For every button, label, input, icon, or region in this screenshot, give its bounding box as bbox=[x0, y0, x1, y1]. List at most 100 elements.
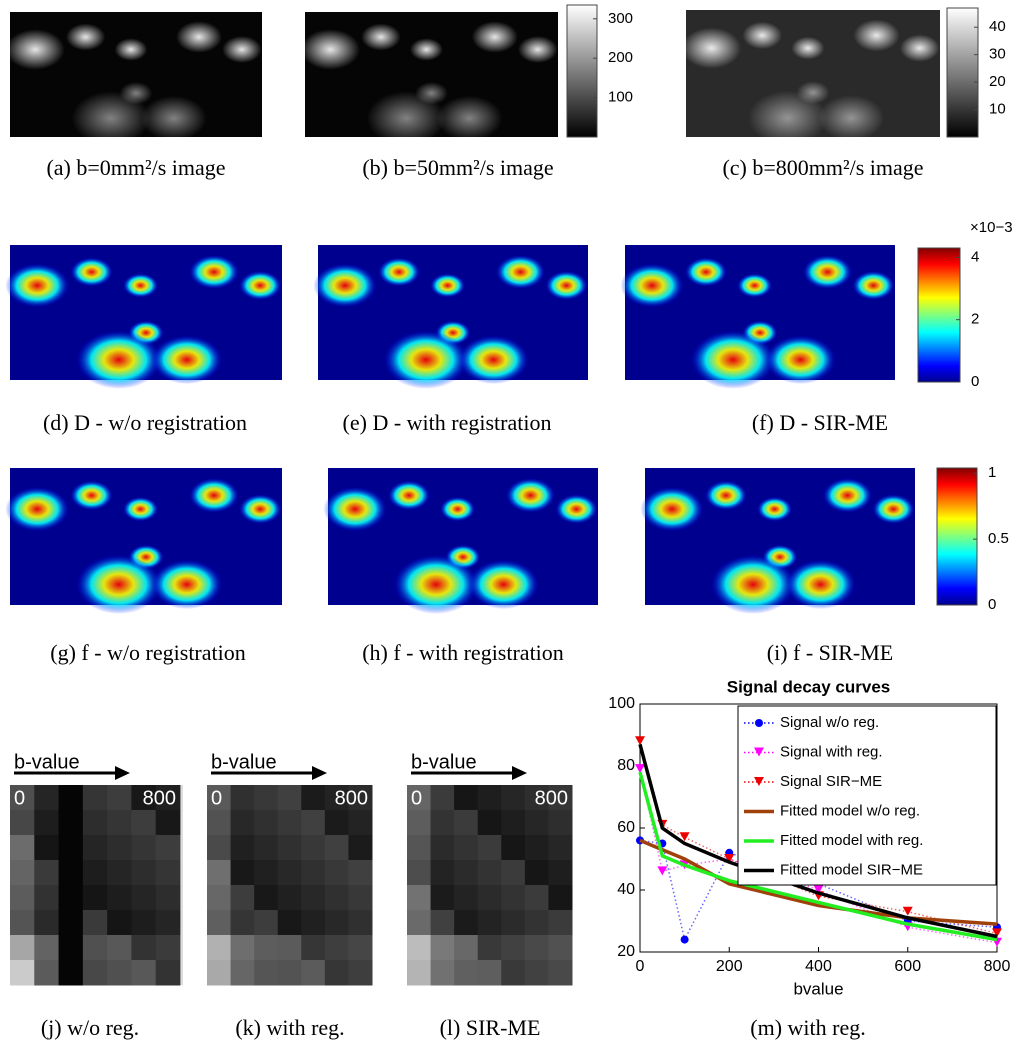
pixel bbox=[230, 785, 255, 811]
caption: (g) f - w/o registration bbox=[50, 640, 246, 665]
pixel bbox=[10, 960, 35, 986]
pixel bbox=[34, 860, 60, 886]
tissue bbox=[684, 257, 728, 287]
caption: (e) D - with registration bbox=[343, 410, 552, 435]
pixel bbox=[155, 935, 181, 961]
pixel bbox=[454, 960, 479, 986]
pixel bbox=[131, 835, 157, 861]
tissue bbox=[471, 21, 518, 53]
pixel bbox=[301, 785, 326, 811]
tissue bbox=[71, 91, 151, 146]
pixel bbox=[58, 960, 84, 986]
caption: (i) f - SIR-ME bbox=[767, 640, 893, 665]
colorbar-tick-label: 0.5 bbox=[988, 530, 1009, 547]
chart-title: Signal decay curves bbox=[727, 677, 890, 696]
pixel bbox=[34, 810, 60, 836]
caption: (l) SIR-ME bbox=[440, 1015, 541, 1040]
pixel bbox=[155, 960, 181, 986]
pixel bbox=[407, 935, 432, 961]
legend-label: Signal SIR−ME bbox=[780, 773, 882, 790]
pixel bbox=[430, 810, 455, 836]
pixel bbox=[10, 860, 35, 886]
colorbar bbox=[917, 247, 961, 383]
pixel bbox=[524, 785, 549, 811]
colorbar-exponent: ×10−3 bbox=[970, 219, 1013, 236]
pixel bbox=[207, 810, 232, 836]
pixel bbox=[155, 910, 181, 936]
pixel bbox=[230, 960, 255, 986]
pixel bbox=[301, 910, 326, 936]
colorbar-tick-label: 300 bbox=[608, 10, 633, 27]
tissue bbox=[440, 496, 476, 522]
pixel bbox=[324, 810, 349, 836]
pixel bbox=[548, 960, 573, 986]
pixel bbox=[207, 960, 232, 986]
pixel bbox=[58, 810, 84, 836]
pixel bbox=[155, 860, 181, 886]
colorbar-tick-label: 100 bbox=[608, 89, 633, 106]
tissue bbox=[505, 478, 556, 513]
tissue bbox=[387, 480, 431, 511]
tissue bbox=[313, 263, 377, 308]
pixel bbox=[107, 960, 132, 986]
pixel bbox=[155, 785, 181, 811]
colorbar-tick-label: 40 bbox=[989, 18, 1006, 35]
pixel bbox=[324, 935, 349, 961]
pixel bbox=[454, 860, 479, 886]
colorbar bbox=[566, 4, 598, 138]
tissue bbox=[704, 480, 748, 511]
arrow-head bbox=[512, 766, 527, 780]
pixel bbox=[407, 785, 432, 811]
tissue bbox=[300, 29, 360, 70]
pixel bbox=[407, 885, 432, 911]
pixel bbox=[501, 935, 526, 961]
pixel bbox=[82, 860, 108, 886]
pixel bbox=[407, 860, 432, 886]
caption: (d) D - w/o registration bbox=[43, 410, 247, 435]
legend-marker bbox=[755, 719, 763, 727]
tissue bbox=[757, 496, 793, 522]
pixel bbox=[107, 860, 132, 886]
pixel bbox=[230, 885, 255, 911]
pixel bbox=[524, 810, 549, 836]
tissue bbox=[239, 270, 282, 301]
pixel bbox=[348, 860, 373, 886]
pixel bbox=[501, 910, 526, 936]
pixel bbox=[155, 810, 181, 836]
pixel bbox=[277, 910, 302, 936]
tissue bbox=[222, 36, 262, 63]
tissue bbox=[239, 494, 282, 524]
pixel bbox=[277, 885, 302, 911]
pixel bbox=[477, 960, 502, 986]
tissue bbox=[189, 254, 239, 290]
caption: (c) b=800mm²/s image bbox=[722, 155, 923, 180]
colorbar bbox=[946, 7, 979, 138]
pixel bbox=[277, 810, 302, 836]
tissue bbox=[545, 270, 588, 301]
pixel bbox=[348, 935, 373, 961]
series-line bbox=[638, 743, 998, 939]
pixel bbox=[254, 835, 279, 861]
tissue bbox=[122, 496, 159, 522]
pixel bbox=[277, 835, 302, 861]
pixel bbox=[301, 935, 326, 961]
tissue bbox=[189, 478, 239, 513]
pixel bbox=[207, 835, 232, 861]
series-line bbox=[638, 771, 998, 942]
pixel bbox=[207, 885, 232, 911]
pixel bbox=[10, 935, 35, 961]
arrow-label: b-value bbox=[14, 751, 80, 773]
pixel bbox=[254, 785, 279, 811]
x-axis-label: bvalue bbox=[793, 979, 843, 998]
pixel bbox=[548, 885, 573, 911]
pixel bbox=[155, 885, 181, 911]
pixel bbox=[454, 910, 479, 936]
pixel bbox=[155, 835, 181, 861]
tissue bbox=[518, 36, 558, 63]
pixel bbox=[58, 785, 84, 811]
tissue bbox=[151, 559, 223, 610]
pixel bbox=[324, 885, 349, 911]
pixel bbox=[10, 785, 35, 811]
